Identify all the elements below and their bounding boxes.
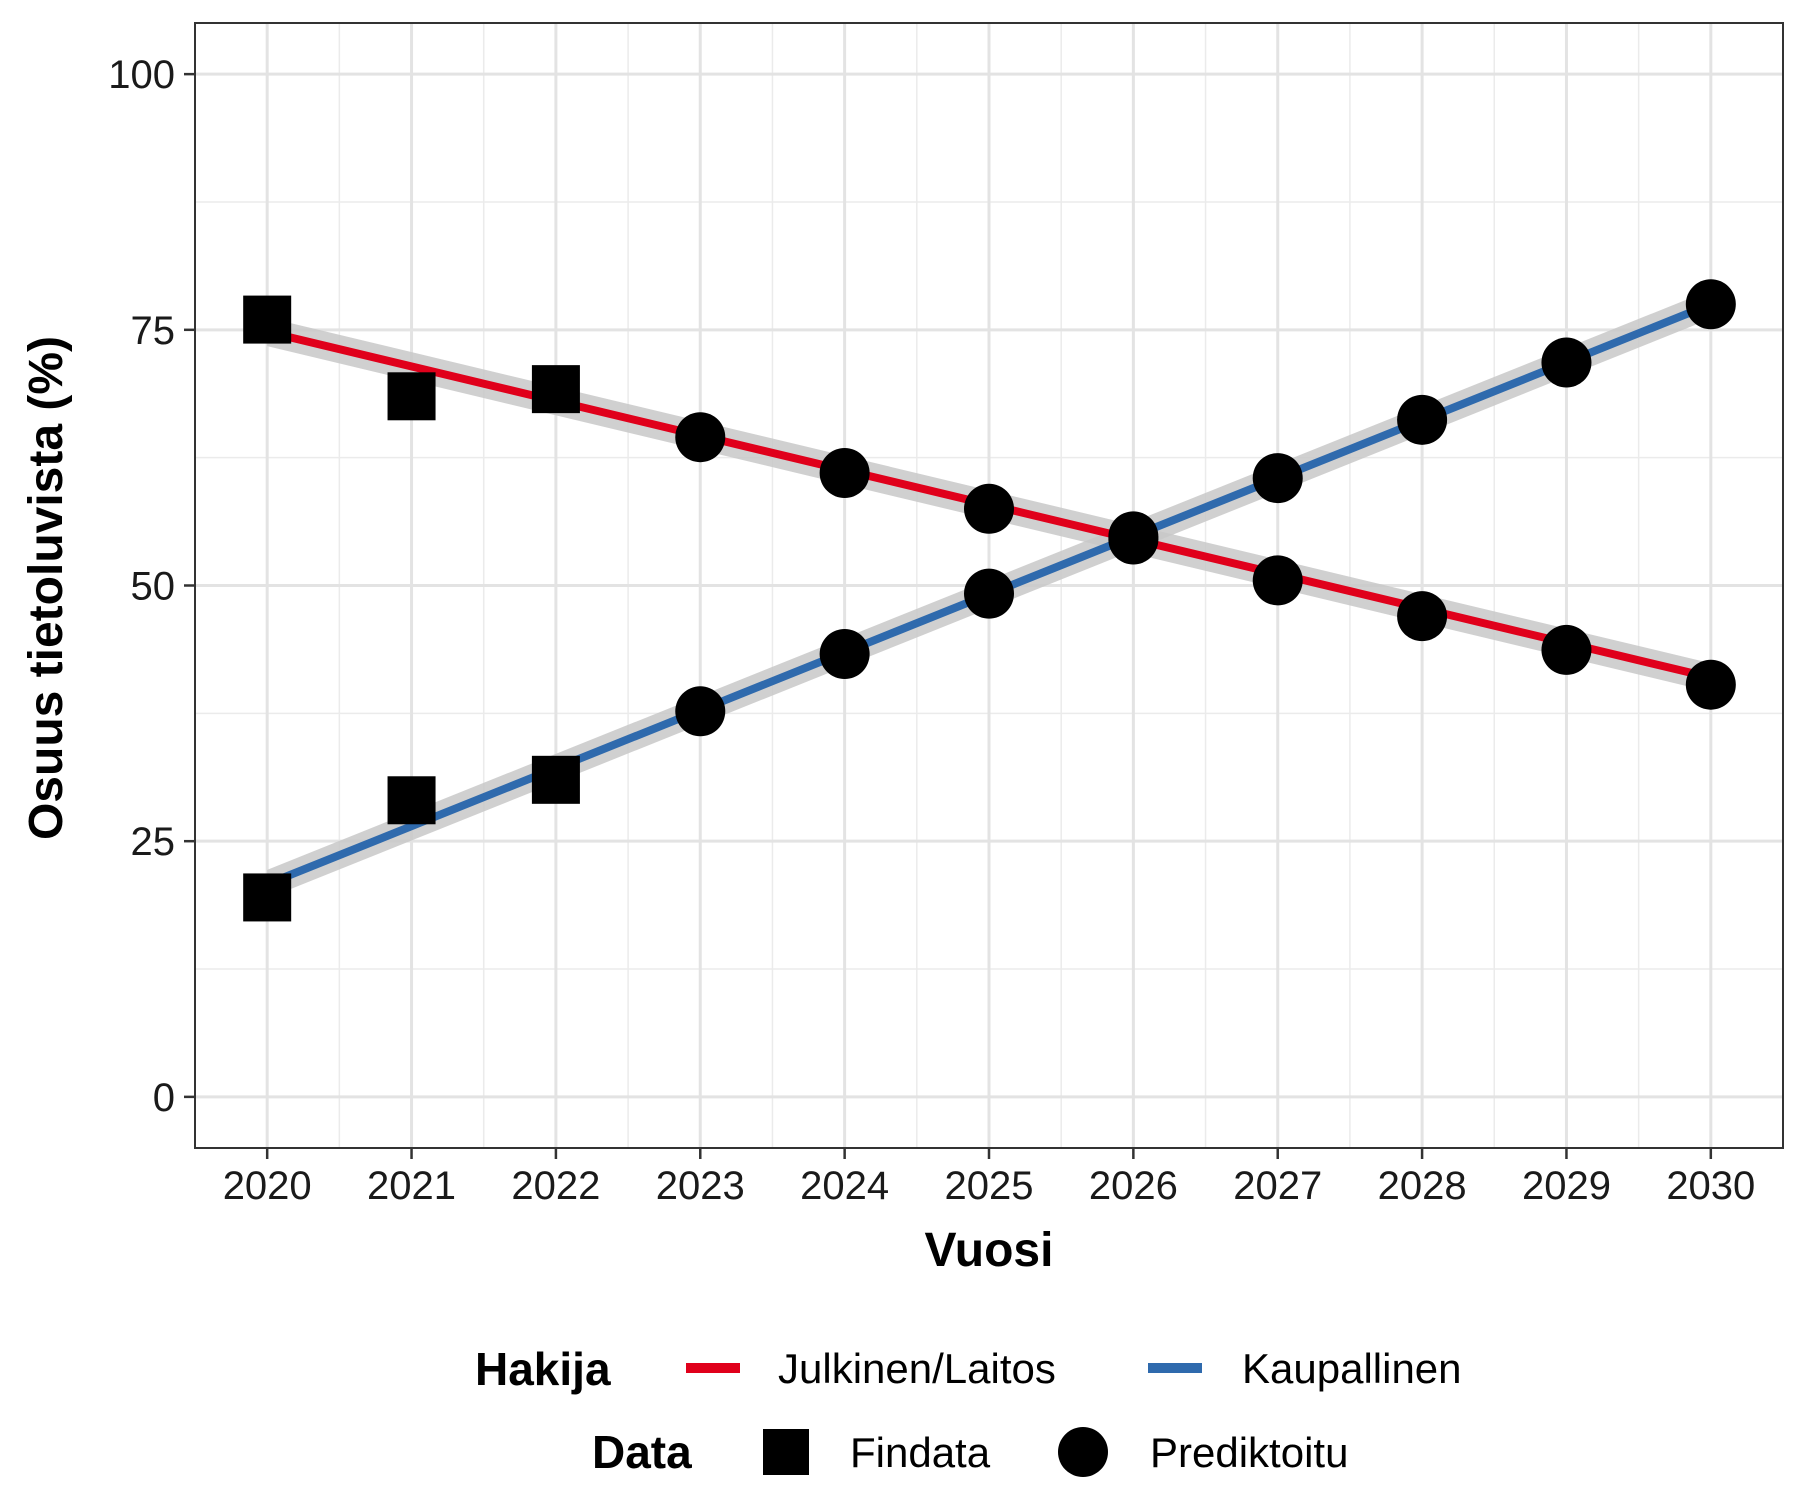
y-tick-label: 75 (131, 309, 176, 353)
x-tick-label: 2024 (800, 1164, 889, 1208)
x-tick-label: 2027 (1233, 1164, 1322, 1208)
y-axis-title: Osuus tietoluvista (%) (20, 336, 73, 840)
prediktoitu-point (819, 629, 870, 680)
prediktoitu-point (1541, 624, 1592, 675)
y-tick-label: 100 (108, 53, 175, 97)
prediktoitu-point (964, 483, 1014, 534)
prediktoitu-point (675, 686, 726, 737)
legend-square-marker (763, 1429, 809, 1475)
x-tick-label: 2020 (223, 1164, 312, 1208)
y-tick-label: 0 (153, 1076, 175, 1120)
legend-title-data: Data (592, 1426, 692, 1478)
findata-point (387, 776, 436, 825)
prediktoitu-point (1541, 337, 1592, 388)
x-tick-label: 2030 (1666, 1164, 1755, 1208)
prediktoitu-point (964, 568, 1014, 619)
grid (195, 23, 1783, 1148)
x-tick-label: 2023 (656, 1164, 745, 1208)
findata-point (243, 295, 292, 344)
x-tick-label: 2025 (945, 1164, 1034, 1208)
x-tick-label: 2021 (367, 1164, 456, 1208)
prediktoitu-point (1397, 591, 1448, 642)
legend-title-hakija: Hakija (475, 1343, 611, 1395)
prediktoitu-point (1108, 511, 1159, 562)
prediktoitu-point (1252, 453, 1303, 504)
findata-point (387, 372, 436, 421)
prediktoitu-point (819, 448, 870, 498)
prediktoitu-point (1685, 279, 1736, 330)
legend-label-prediktoitu: Prediktoitu (1150, 1429, 1348, 1476)
prediktoitu-point (1397, 394, 1448, 445)
legend: Hakija Julkinen/Laitos Kaupallinen Data … (475, 1343, 1462, 1478)
y-axis: 0 25 50 75 100 (108, 53, 195, 1120)
findata-point (243, 873, 292, 922)
data-points (243, 279, 1736, 922)
y-tick-label: 25 (131, 820, 176, 864)
prediktoitu-point (675, 412, 726, 463)
findata-point (531, 365, 580, 414)
findata-point (531, 755, 580, 804)
x-tick-label: 2026 (1089, 1164, 1178, 1208)
x-tick-label: 2029 (1522, 1164, 1611, 1208)
x-tick-label: 2022 (511, 1164, 600, 1208)
x-axis: 2020 2021 2022 2023 2024 2025 2026 2027 2028 2029… (223, 1148, 1755, 1208)
x-axis-title: Vuosi (925, 1224, 1054, 1277)
prediktoitu-point (1252, 555, 1303, 606)
legend-label-findata: Findata (850, 1429, 991, 1476)
legend-label-julkinen: Julkinen/Laitos (778, 1345, 1056, 1392)
y-tick-label: 50 (131, 565, 176, 609)
prediktoitu-point (1685, 659, 1736, 710)
x-tick-label: 2028 (1378, 1164, 1467, 1208)
legend-circle-marker (1058, 1427, 1108, 1477)
legend-label-kaupallinen: Kaupallinen (1242, 1345, 1462, 1392)
